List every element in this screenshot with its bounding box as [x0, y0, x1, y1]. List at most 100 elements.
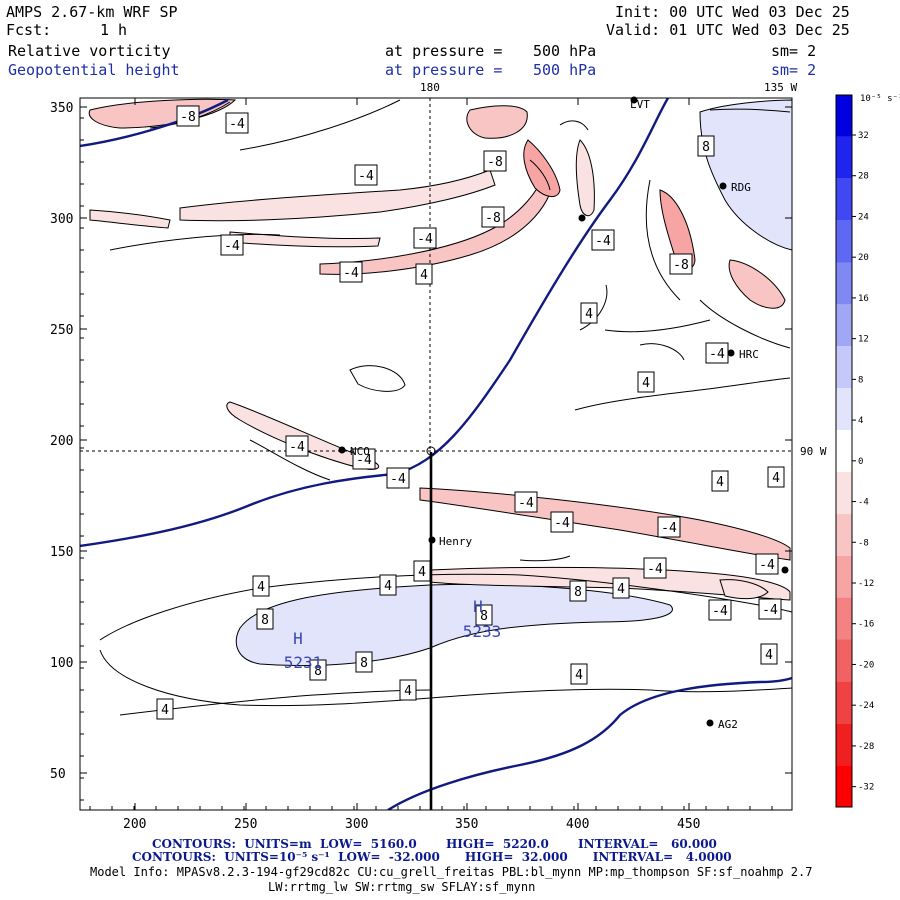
negative-vorticity-bands	[88, 98, 791, 601]
svg-text:4: 4	[585, 307, 593, 322]
colorbar-swatch	[836, 639, 852, 682]
contour-label: -4	[220, 234, 244, 256]
contour-label: -4	[386, 467, 410, 489]
colorbar-swatch	[836, 681, 852, 724]
contour-label: -4	[550, 511, 574, 533]
svg-text:-4: -4	[661, 521, 677, 536]
contour-label: 8	[355, 651, 373, 673]
svg-text:8: 8	[702, 140, 710, 155]
colorbar-swatch	[836, 471, 852, 514]
footer-vorticity-contours: CONTOURS: UNITS=10⁻⁵ s⁻¹ LOW= -32.000 HI…	[132, 850, 732, 864]
colorbar-label: -24	[858, 701, 874, 711]
svg-text:-4: -4	[224, 239, 240, 254]
y-tick-label: 300	[50, 212, 73, 227]
contour-label: 4	[413, 560, 431, 582]
colorbar-label: 4	[858, 416, 863, 426]
contour-labels: -8 -4 -8 8 -4 -8 -4 -4 -4 -4 4 -8 4 -4 4 -4 -4 -4 -4 -4 4 4 -4…	[156, 105, 785, 720]
contour-label: -4	[708, 599, 732, 621]
contour-label: -4	[225, 112, 249, 134]
svg-text:-4: -4	[417, 232, 433, 247]
high-pressure-markers: H 5231 H 5233	[284, 597, 502, 672]
svg-text:-8: -8	[485, 211, 501, 226]
forecast-value: 1 h	[100, 21, 128, 39]
colorbar-swatch	[836, 513, 852, 556]
svg-text:4: 4	[418, 565, 426, 580]
x-tick-label: 450	[677, 817, 700, 832]
x-tick-label: 350	[455, 817, 478, 832]
colorbar-label: 20	[858, 253, 869, 263]
station-label: NCO	[350, 445, 370, 458]
colorbar-swatch	[836, 430, 852, 472]
high-value: 5233	[463, 622, 502, 641]
svg-text:8: 8	[261, 613, 269, 628]
lon-label-135w: 135 W	[764, 81, 797, 94]
station-dot	[727, 349, 735, 357]
station-dot	[428, 536, 436, 544]
colorbar-swatch	[836, 304, 852, 347]
station-label: LVT	[630, 98, 650, 111]
station-dot	[781, 566, 789, 574]
x-tick-label: 300	[345, 817, 368, 832]
contour-label: -8	[481, 206, 505, 228]
lon-label-90w: 90 W	[800, 445, 827, 458]
high-value: 5231	[284, 653, 323, 672]
svg-text:-4: -4	[229, 117, 245, 132]
contour-label: 8	[256, 608, 274, 630]
footer-physics-info: LW:rrtmg_lw SW:rrtmg_sw SFLAY:sf_mynn	[268, 880, 536, 894]
svg-text:4: 4	[575, 668, 583, 683]
y-tick-label: 100	[50, 656, 73, 671]
contour-label: 4	[570, 663, 588, 685]
station-label: Henry	[439, 535, 472, 548]
field1-name: Relative vorticity	[8, 42, 171, 60]
colorbar-label: 28	[858, 172, 869, 182]
contour-label: 8	[475, 604, 493, 626]
colorbar-swatch	[836, 220, 852, 263]
field2-smooth: sm= 2	[771, 61, 817, 79]
svg-text:4: 4	[716, 475, 724, 490]
colorbar-swatch	[836, 555, 852, 598]
y-tick-label: 350	[50, 101, 73, 116]
svg-text:-4: -4	[390, 472, 406, 487]
contour-label: -4	[758, 598, 782, 620]
svg-text:4: 4	[257, 580, 265, 595]
x-tick-label: 200	[123, 817, 146, 832]
svg-text:-8: -8	[180, 110, 196, 125]
field2-name: Geopotential height	[8, 61, 180, 79]
contour-label: 8	[697, 135, 715, 157]
contour-label: -4	[657, 516, 681, 538]
high-symbol: H	[473, 597, 483, 616]
svg-text:8: 8	[574, 585, 582, 600]
station-dot	[706, 719, 714, 727]
svg-text:-4: -4	[358, 169, 374, 184]
contour-label: -4	[352, 448, 376, 470]
svg-text:-8: -8	[487, 155, 503, 170]
colorbar-label: -12	[858, 579, 874, 589]
contour-label: 4	[767, 466, 785, 488]
colorbar-label: -8	[858, 538, 869, 548]
contour-label: 4	[637, 371, 655, 393]
svg-text:4: 4	[420, 268, 428, 283]
contour-label: 4	[415, 263, 433, 285]
station-label: AG2	[718, 718, 738, 731]
footer-model-info: Model Info: MPASv8.2.3-194-gf29cd82c CU:…	[90, 865, 813, 879]
svg-text:8: 8	[480, 609, 488, 624]
contour-label: 4	[711, 470, 729, 492]
station-markers: LVT RDG HRC NCO Henry AG2	[338, 96, 789, 731]
svg-text:-4: -4	[518, 496, 534, 511]
svg-text:-8: -8	[673, 258, 689, 273]
station-dot	[630, 96, 638, 104]
contour-label: -4	[413, 227, 437, 249]
station-dot	[578, 214, 586, 222]
svg-text:-4: -4	[762, 603, 778, 618]
high-symbol: H	[293, 629, 303, 648]
colorbar-label: -16	[858, 620, 874, 630]
svg-text:-4: -4	[709, 347, 725, 362]
svg-text:-4: -4	[554, 516, 570, 531]
svg-text:8: 8	[314, 664, 322, 679]
colorbar-label: 12	[858, 335, 869, 345]
station-label: RDG	[731, 181, 751, 194]
contour-label: -8	[669, 253, 693, 275]
contour-label: 4	[399, 679, 417, 701]
colorbar-swatch	[836, 136, 852, 179]
contour-label: 4	[760, 643, 778, 665]
